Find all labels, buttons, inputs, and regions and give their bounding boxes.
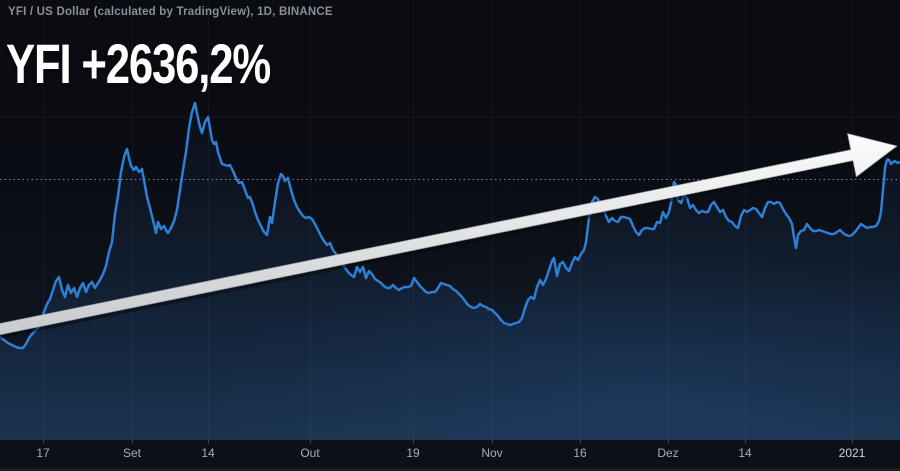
bottom-edge-band xyxy=(0,468,900,471)
x-axis-label: 14 xyxy=(201,446,215,460)
x-axis-label: Dez xyxy=(657,446,679,460)
x-axis-label: 17 xyxy=(36,446,50,460)
price-area-fill xyxy=(0,103,900,439)
time-axis-strip[interactable] xyxy=(0,439,900,471)
x-axis-label: Set xyxy=(122,446,142,460)
x-axis-label: 19 xyxy=(406,446,420,460)
x-axis-label: Out xyxy=(300,446,320,460)
x-axis-label: 14 xyxy=(738,446,752,460)
x-axis-label: 16 xyxy=(573,446,587,460)
symbol-title: YFI / US Dollar (calculated by TradingVi… xyxy=(8,6,333,18)
gain-label: YFI +2636,2% xyxy=(6,32,271,95)
x-axis-label: 2021 xyxy=(838,446,866,460)
x-axis-label: Nov xyxy=(481,446,503,460)
time-axis[interactable]: 17 Set 14 Out 19 Nov 16 Dez 14 2021 xyxy=(0,446,900,466)
price-line-series xyxy=(0,101,900,350)
trend-arrow xyxy=(0,133,898,336)
